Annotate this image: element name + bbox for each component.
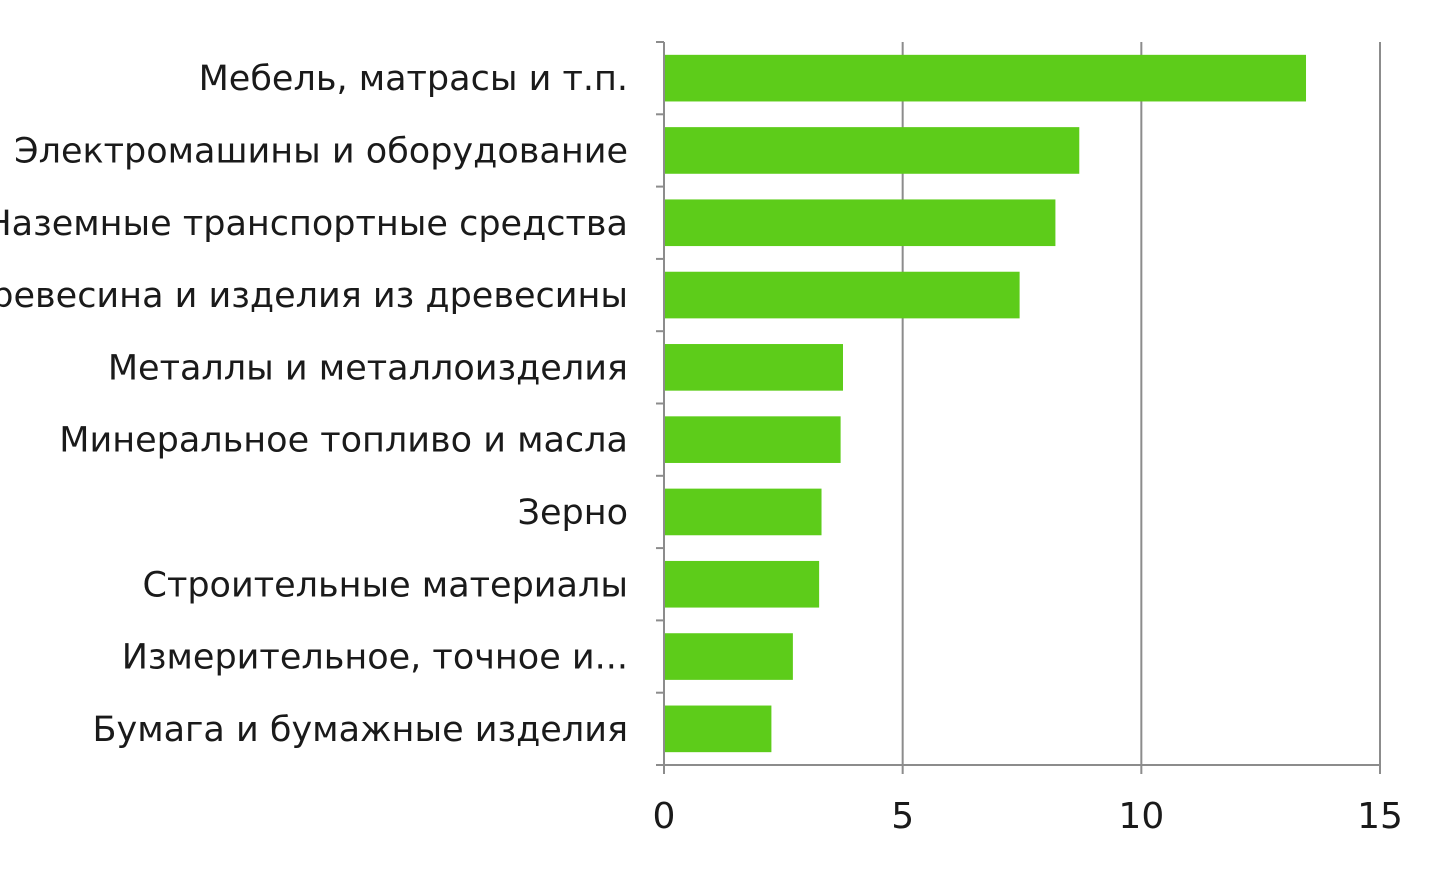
- category-label: Древесина и изделия из древесины: [0, 276, 628, 316]
- category-label: Строительные материалы: [143, 565, 629, 605]
- x-tick-label: 5: [891, 796, 914, 837]
- category-label: Минеральное топливо и масла: [59, 421, 628, 461]
- category-label: Зерно: [518, 493, 629, 533]
- category-label: Измерительное, точное и...: [122, 638, 628, 678]
- bar-8: [665, 633, 793, 680]
- axis-layer: [656, 41, 1381, 774]
- bar-1: [665, 127, 1080, 174]
- category-label: Металлы и металлоизделия: [108, 348, 628, 388]
- bar-2: [665, 199, 1056, 247]
- category-label: Электромашины и оборудование: [14, 131, 628, 171]
- category-label: Бумага и бумажные изделия: [92, 710, 628, 750]
- bar-0: [665, 54, 1307, 102]
- bar-layer: [665, 54, 1307, 753]
- category-label: Мебель, матрасы и т.п.: [199, 59, 628, 99]
- x-tick-label: 10: [1118, 796, 1164, 837]
- bar-4: [665, 344, 843, 391]
- category-label: Наземные транспортные средства: [0, 204, 628, 244]
- x-tick-label: 15: [1357, 796, 1403, 837]
- bar-7: [665, 560, 820, 608]
- bar-6: [665, 488, 822, 536]
- x-tick-label: 0: [653, 796, 676, 837]
- bar-5: [665, 416, 841, 463]
- bar-9: [665, 705, 772, 753]
- bar-3: [665, 271, 1020, 319]
- label-layer: 0 5 10 15 Мебель, матрасы и т.п. Электромашин…: [0, 59, 1403, 837]
